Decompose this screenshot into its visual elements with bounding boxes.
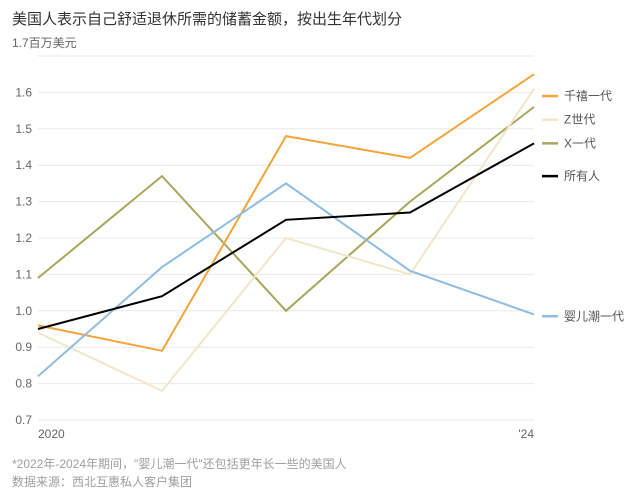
y-tick: 0.7 [15, 413, 32, 427]
svg-text:1.0: 1.0 [15, 304, 32, 318]
chart-container: 美国人表示自己舒适退休所需的储蓄金额，按出生年代划分 1.7百万美元 0.70.… [0, 0, 636, 502]
chart-title: 美国人表示自己舒适退休所需的储蓄金额，按出生年代划分 [12, 8, 402, 29]
svg-text:'24: '24 [518, 427, 534, 441]
chart-footnote: *2022年-2024年期间，"婴儿潮一代"还包括更年长一些的美国人 [12, 456, 347, 473]
legend-label-genz: Z世代 [564, 113, 595, 127]
series-genz [38, 89, 534, 391]
y-tick: 1.3 [15, 195, 32, 209]
svg-text:1.1: 1.1 [15, 267, 32, 281]
y-axis-unit-label: 1.7百万美元 [12, 34, 77, 51]
line-chart: 0.7 0.8 0.9 1.0 1.1 1.2 1.3 1.4 1.5 1.6 2020 '24 千禧一… [12, 52, 624, 446]
svg-text:1.3: 1.3 [15, 195, 32, 209]
x-tick: '24 [518, 427, 534, 441]
svg-text:0.9: 0.9 [15, 340, 32, 354]
legend-label-genx: X一代 [564, 136, 596, 150]
svg-text:1.6: 1.6 [15, 85, 32, 99]
svg-text:1.2: 1.2 [15, 231, 32, 245]
y-tick: 0.9 [15, 340, 32, 354]
legend-label-boomers: 婴儿潮一代* [564, 308, 624, 323]
y-tick: 1.1 [15, 267, 32, 281]
y-tick: 1.2 [15, 231, 32, 245]
svg-text:0.7: 0.7 [15, 413, 32, 427]
chart-source: 数据来源：西北互惠私人客户集团 [12, 474, 192, 491]
legend-label-millennials: 千禧一代 [564, 89, 612, 103]
y-tick: 1.5 [15, 122, 32, 136]
y-tick: 1.6 [15, 85, 32, 99]
y-tick: 1.4 [15, 158, 32, 172]
svg-text:0.8: 0.8 [15, 377, 32, 391]
svg-text:2020: 2020 [38, 427, 65, 441]
x-tick: 2020 [38, 427, 65, 441]
svg-text:1.5: 1.5 [15, 122, 32, 136]
series-all [38, 143, 534, 329]
y-tick: 1.0 [15, 304, 32, 318]
y-tick: 0.8 [15, 377, 32, 391]
svg-text:1.4: 1.4 [15, 158, 32, 172]
legend-label-all: 所有人 [564, 169, 600, 183]
